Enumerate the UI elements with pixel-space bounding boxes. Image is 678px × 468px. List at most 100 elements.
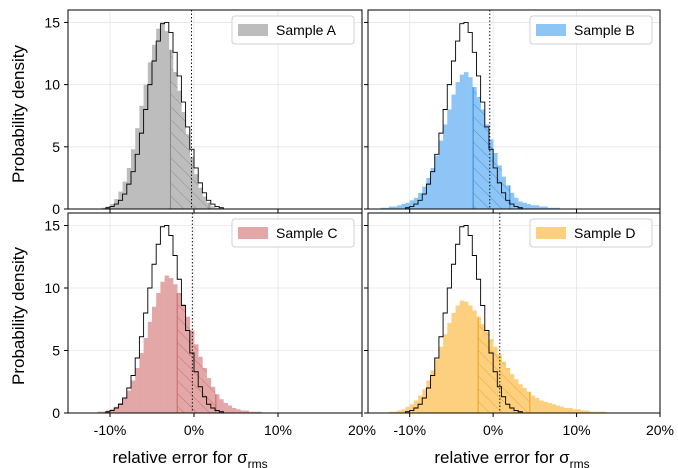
quantile-hatch (181, 304, 186, 413)
histogram-bar (409, 200, 415, 209)
quantile-hatch (480, 324, 486, 413)
histogram-bar (160, 281, 165, 413)
histogram-bar (434, 155, 440, 209)
quantile-hatch (473, 87, 477, 209)
quantile-hatch (202, 196, 207, 209)
histogram-bar (551, 404, 557, 413)
histogram-bar (447, 109, 452, 209)
legend-box (529, 15, 653, 45)
histogram-bar (210, 206, 216, 209)
histogram-bar (522, 202, 527, 209)
axes-frame (67, 212, 363, 414)
histogram-bar (397, 205, 402, 209)
histogram-bar (231, 408, 237, 413)
panel-top-right: Sample B (364, 9, 661, 213)
quantile-hatch (501, 361, 506, 413)
histogram-bar (543, 206, 548, 209)
histogram-bar (164, 31, 170, 209)
x-axis-label-left-main: relative error for σ (112, 448, 248, 467)
histogram-bar (455, 305, 461, 413)
quantile-hatch (480, 109, 486, 209)
histogram-bar (468, 305, 473, 413)
histogram-bar (451, 313, 456, 413)
histogram-bar (156, 28, 161, 209)
histogram-bar (227, 405, 233, 413)
histogram-bar (101, 411, 107, 413)
histogram-bar (530, 395, 536, 413)
histogram-bar (413, 197, 419, 209)
histogram-bar (572, 409, 577, 413)
histogram-bar (152, 306, 157, 413)
legend-label: Sample A (276, 22, 337, 38)
x-axis-label-left: relative error for σrms (112, 448, 267, 468)
quantile-hatch (194, 174, 199, 209)
histogram-bar (380, 207, 385, 209)
quantile-hatch (194, 344, 199, 413)
reference-histogram-outline (368, 21, 660, 209)
histogram-bar (131, 380, 136, 413)
histogram-bar (388, 206, 394, 209)
quantile-hatch (484, 124, 490, 209)
histogram-bar (215, 394, 220, 413)
histogram-bar (139, 353, 144, 413)
x-tick-label: 10% (563, 422, 591, 438)
y-axis-label-bottom: Probability density (9, 247, 28, 385)
y-tick-label: 5 (52, 139, 60, 155)
histogram-bar (551, 207, 557, 209)
histogram-bar (156, 293, 161, 413)
y-tick-label: 0 (52, 201, 60, 217)
x-axis-label-right-sub: rms (570, 457, 590, 468)
axes-frame (367, 9, 661, 210)
histogram-bar (509, 192, 515, 209)
x-tick-label: -10% (393, 422, 426, 438)
histogram-bar (405, 406, 411, 413)
x-axis-label-right-main: relative error for σ (434, 448, 570, 467)
quantile-hatch (173, 72, 178, 209)
quantile-hatch (493, 153, 498, 209)
y-tick-label: 15 (44, 14, 60, 30)
histogram-bar (401, 204, 406, 209)
histogram-bar (248, 411, 254, 413)
x-tick-label: 0% (184, 422, 204, 438)
y-tick-label: 10 (44, 77, 60, 93)
quantile-hatch (206, 202, 210, 209)
histogram-bar (580, 410, 586, 413)
legend-box (529, 218, 653, 248)
histogram-bar (426, 380, 431, 413)
histogram-bar (101, 207, 107, 209)
quantile-hatch (177, 90, 182, 209)
quantile-hatch (476, 97, 481, 209)
legend-swatch (536, 227, 566, 239)
histogram-bar (438, 140, 444, 209)
quantile-hatch (488, 339, 494, 413)
histogram-bar (597, 411, 602, 413)
histogram-bar (122, 398, 128, 413)
histogram-bar (173, 284, 178, 413)
histogram-bar (409, 404, 415, 413)
histogram-bar (143, 84, 149, 209)
histogram-bar (413, 400, 419, 413)
histogram-bar (526, 204, 531, 209)
y-tick-label: 5 (52, 343, 60, 359)
histogram-bar (593, 411, 598, 413)
panel-bottom-right: -10% 0% 10% 20% Sample D (364, 212, 674, 438)
panel-bottom-left: 0 5 10 15 -10% 0% 10% 20% Sample C (44, 212, 376, 438)
histogram-bar (215, 207, 220, 209)
histogram-bar (168, 278, 174, 413)
quantile-hatch (202, 368, 207, 413)
histogram-bar (110, 409, 115, 413)
quantile-hatch (493, 346, 498, 413)
histogram-bar (547, 403, 552, 413)
histogram-bar (451, 94, 456, 209)
reference-histogram-outline (68, 225, 362, 413)
quantile-hatch (181, 111, 186, 209)
histogram-bar (539, 206, 544, 209)
panel-top-left: 0 5 10 15 Sample A (44, 9, 363, 217)
histogram-bar (443, 334, 448, 413)
histogram-bar (534, 398, 540, 413)
histogram-bar (131, 149, 136, 209)
histogram-bar (244, 410, 249, 413)
histogram-bar (555, 405, 561, 413)
legend-swatch (238, 227, 268, 239)
